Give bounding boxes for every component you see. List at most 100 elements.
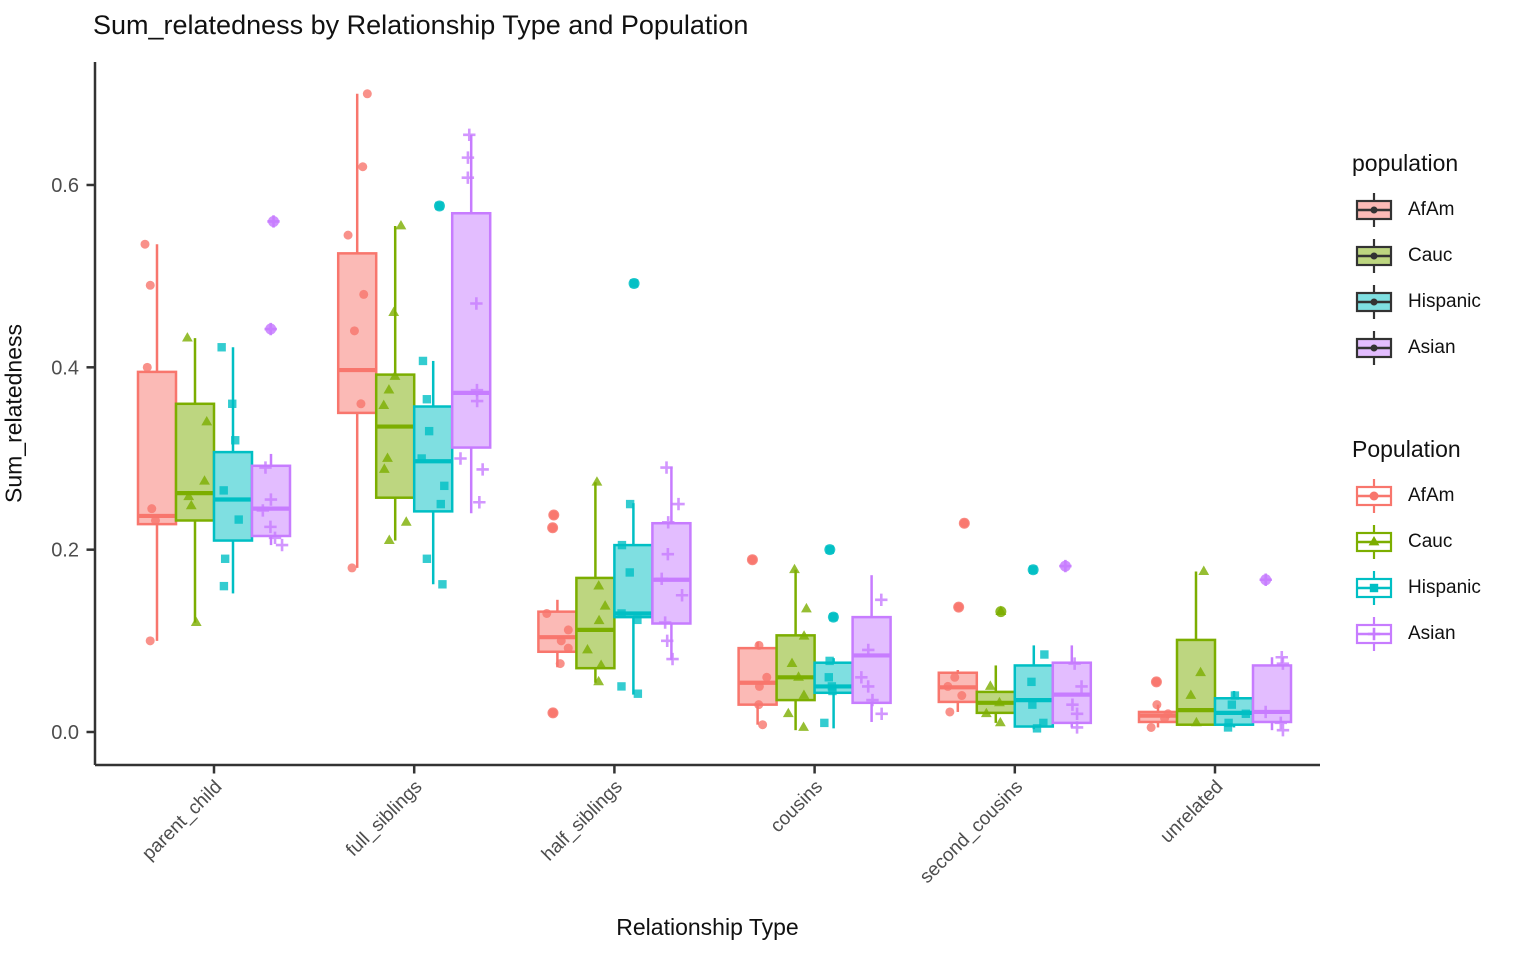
jitter-point	[150, 515, 160, 525]
jitter-point	[786, 657, 798, 668]
jitter-point	[1276, 723, 1290, 737]
box-iqr	[174, 402, 216, 522]
outlier-point	[747, 555, 757, 565]
jitter-point	[617, 609, 626, 618]
legend-item-cauc: Cauc	[1352, 233, 1481, 279]
outlier-point	[1028, 565, 1038, 574]
jitter-point	[378, 399, 390, 410]
jitter-point	[1028, 700, 1037, 709]
jitter-point	[347, 563, 357, 573]
jitter-point	[217, 343, 226, 352]
jitter-point	[1241, 709, 1251, 718]
x-tick-label: unrelated	[1156, 777, 1227, 848]
x-tick-label: cousins	[767, 777, 827, 837]
legend-items: AfAm Cauc Hispanic Asian	[1352, 187, 1481, 371]
jitter-point	[556, 636, 566, 646]
jitter-point	[754, 700, 764, 710]
jitter-point	[625, 568, 634, 577]
jitter-point	[264, 493, 278, 506]
key-point	[1369, 491, 1379, 501]
jitter-point	[424, 426, 434, 436]
x-tick-label: full_siblings	[342, 777, 426, 861]
jitter-point	[675, 589, 689, 602]
jitter-point	[349, 326, 359, 336]
jitter-point	[219, 581, 229, 591]
jitter-point	[593, 675, 605, 686]
jitter-point	[798, 689, 810, 699]
outlier-point	[959, 518, 969, 528]
key-point	[1370, 344, 1378, 352]
jitter-point	[383, 534, 395, 544]
x-tick-label: half_siblings	[538, 777, 627, 866]
jitter-point	[661, 516, 675, 529]
jitter-point	[181, 332, 193, 342]
jitter-point	[1066, 698, 1079, 711]
legend-item-hispanic: Hispanic	[1352, 565, 1481, 611]
key-point	[1367, 627, 1381, 641]
jitter-point	[824, 673, 833, 682]
jitter-point	[828, 686, 837, 696]
jitter-point	[356, 399, 366, 409]
box-iqr	[1013, 664, 1055, 728]
jitter-point	[754, 640, 764, 650]
x-axis-title: Relationship Type	[616, 914, 799, 940]
key-point	[1368, 536, 1380, 546]
jitter-point	[145, 636, 155, 646]
chart-title: Sum_relatedness by Relationship Type and…	[93, 10, 749, 40]
jitter-point	[190, 616, 202, 626]
jitter-point	[595, 659, 607, 669]
jitter-point	[422, 554, 432, 563]
box-parent_child-Hispanic	[212, 343, 254, 594]
box-unrelated-Hispanic	[1213, 690, 1255, 732]
jitter-point	[388, 306, 400, 317]
box-parent_child-Cauc	[174, 332, 216, 626]
jitter-point	[1224, 718, 1233, 728]
jitter-point	[661, 548, 675, 561]
jitter-point	[1227, 700, 1237, 709]
jitter-point	[183, 490, 195, 501]
jitter-point	[875, 593, 888, 607]
jitter-point	[1230, 691, 1240, 700]
outlier-point	[1151, 677, 1161, 687]
jitter-point	[470, 383, 484, 397]
legend-items: AfAm Cauc Hispanic Asian	[1352, 473, 1481, 657]
legend-item-asian: Asian	[1352, 611, 1481, 657]
jitter-point	[658, 616, 672, 629]
box-full_siblings-AfAm	[336, 89, 378, 573]
box-half_siblings-Hispanic	[613, 277, 654, 698]
jitter-point	[1191, 716, 1202, 727]
jitter-point	[1068, 657, 1081, 670]
outlier-point	[435, 201, 444, 211]
jitter-point	[555, 659, 565, 669]
jitter-point	[1039, 718, 1048, 728]
jitter-point	[758, 720, 768, 730]
jitter-point	[438, 580, 447, 589]
jitter-point	[563, 643, 573, 653]
legend-item-hispanic: Hispanic	[1352, 279, 1481, 325]
outlier-point	[549, 510, 559, 520]
jitter-point	[1070, 707, 1084, 720]
jitter-point	[661, 634, 674, 648]
jitter-point	[1075, 680, 1088, 693]
legend-key-boxplot-icon	[1355, 479, 1393, 513]
outlier-point	[548, 523, 558, 533]
jitter-point	[1032, 724, 1042, 733]
jitter-point	[827, 682, 837, 691]
jitter-point	[1274, 716, 1287, 730]
legend-key-boxplot-icon	[1355, 617, 1393, 651]
jitter-point	[1223, 723, 1233, 732]
box-cousins-AfAm	[737, 554, 778, 730]
jitter-point	[591, 476, 603, 486]
jitter-point	[950, 672, 960, 682]
jitter-point	[268, 531, 282, 545]
outlier-point	[954, 602, 964, 612]
jitter-point	[1152, 700, 1162, 710]
jitter-point	[633, 689, 643, 698]
jitter-point	[275, 538, 289, 552]
jitter-point	[1146, 722, 1156, 732]
jitter-point	[461, 151, 475, 164]
box-parent_child-AfAm	[136, 239, 178, 646]
jitter-point	[801, 602, 812, 613]
outlier-point	[548, 708, 558, 718]
